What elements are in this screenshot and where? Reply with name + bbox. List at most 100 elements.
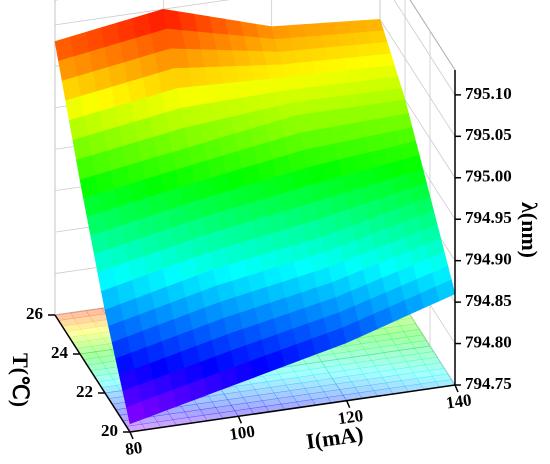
floor-patch (396, 317, 417, 327)
floor-patch (70, 310, 90, 319)
floor-patch (393, 366, 414, 376)
y-tick-label: 22 (76, 382, 93, 401)
floor-patch (297, 374, 318, 384)
floor-patch (227, 397, 248, 406)
floor-patch (199, 407, 220, 416)
floor-patch (331, 375, 352, 385)
floor-patch (417, 351, 438, 360)
floor-patch (278, 371, 299, 380)
floor-patch (405, 359, 426, 368)
floor-patch (211, 399, 232, 408)
floor-patch (383, 350, 404, 359)
floor-patch (184, 409, 205, 418)
z-tick-label: 794.75 (465, 374, 512, 393)
floor-patch (371, 358, 392, 367)
x-axis-label: I(mA) (304, 421, 364, 454)
floor-patch (312, 372, 333, 381)
floor-patch (262, 373, 283, 383)
floor-patch (381, 374, 402, 384)
surface-patch (435, 279, 456, 302)
floor-patch (329, 345, 350, 355)
x-tick (345, 400, 351, 408)
x-axis (129, 384, 456, 433)
x-tick-label: 120 (336, 406, 364, 428)
floor-patch (340, 362, 361, 371)
floor-patch (360, 341, 381, 350)
surface-patch (371, 41, 392, 56)
grid-line (54, 0, 230, 26)
floor-patch (180, 403, 201, 413)
floor-patch (348, 349, 369, 358)
x-tick-label: 140 (445, 390, 473, 412)
floor-patch (376, 339, 396, 348)
floor-patch (168, 411, 189, 420)
floor-patch (251, 381, 271, 390)
floor-patch (317, 353, 338, 362)
floor-patch (398, 347, 419, 357)
floor-patch (281, 377, 302, 386)
surface-patch (367, 30, 388, 45)
floor-patch (410, 340, 431, 349)
floor-patch (246, 400, 267, 409)
floor-patch (414, 345, 434, 355)
floor-patch (323, 389, 344, 398)
surface-patch (364, 19, 384, 33)
floor-patch (386, 355, 407, 365)
floor-patch (424, 362, 445, 371)
floor-patch (309, 366, 330, 376)
floor-patch (367, 352, 388, 361)
floor-patch (397, 372, 418, 381)
z-tick-label: 795.05 (465, 125, 512, 144)
floor-patch (335, 381, 356, 390)
floor-patch (406, 334, 427, 343)
floor-patch (91, 343, 112, 353)
surface-patch (378, 64, 399, 80)
floor-patch (208, 393, 229, 403)
floor-patch (239, 389, 259, 398)
floor-patch (196, 401, 217, 410)
y-tick-label: 24 (51, 343, 69, 362)
floor-patch (95, 349, 115, 358)
z-tick-label: 794.80 (465, 332, 512, 351)
floor-patch (390, 361, 411, 370)
floor-patch (352, 354, 373, 364)
floor-patch (308, 391, 329, 400)
floor-patch (336, 356, 357, 366)
floor-patch (378, 369, 399, 378)
floor-patch (89, 313, 109, 322)
floor-patch (215, 404, 236, 414)
grid-line (393, 0, 456, 96)
floor-patch (385, 380, 406, 389)
floor-patch (359, 365, 380, 375)
floor-patch (431, 373, 452, 382)
floor-patch (270, 384, 290, 394)
floor-patch (372, 333, 393, 342)
grid-line (379, 19, 456, 137)
floor-patch (77, 321, 98, 330)
floor-patch (409, 364, 430, 374)
floor-patch (402, 353, 423, 362)
floor-patch (85, 308, 106, 317)
floor-patch (401, 378, 421, 387)
floor-patch (412, 370, 433, 379)
floor-patch (289, 388, 309, 397)
floor-patch (80, 326, 101, 336)
floor-patch (73, 315, 94, 325)
floor-patch (428, 368, 449, 377)
floor-patch (339, 387, 359, 396)
floor-patch (84, 332, 105, 341)
floor-patch (421, 356, 442, 366)
floor-patch (320, 383, 340, 393)
floor-patch (153, 413, 174, 423)
floor-patch (266, 379, 287, 388)
floor-patch (254, 387, 275, 396)
z-tick-label: 795.00 (465, 167, 512, 186)
floor-patch (258, 392, 279, 401)
z-tick-label: 794.85 (465, 291, 512, 310)
x-tick (237, 416, 243, 424)
floor-patch (343, 368, 364, 377)
floor-patch (274, 365, 295, 375)
z-axis-label: λ(nm) (517, 202, 542, 258)
y-tick-label: 26 (26, 304, 43, 323)
